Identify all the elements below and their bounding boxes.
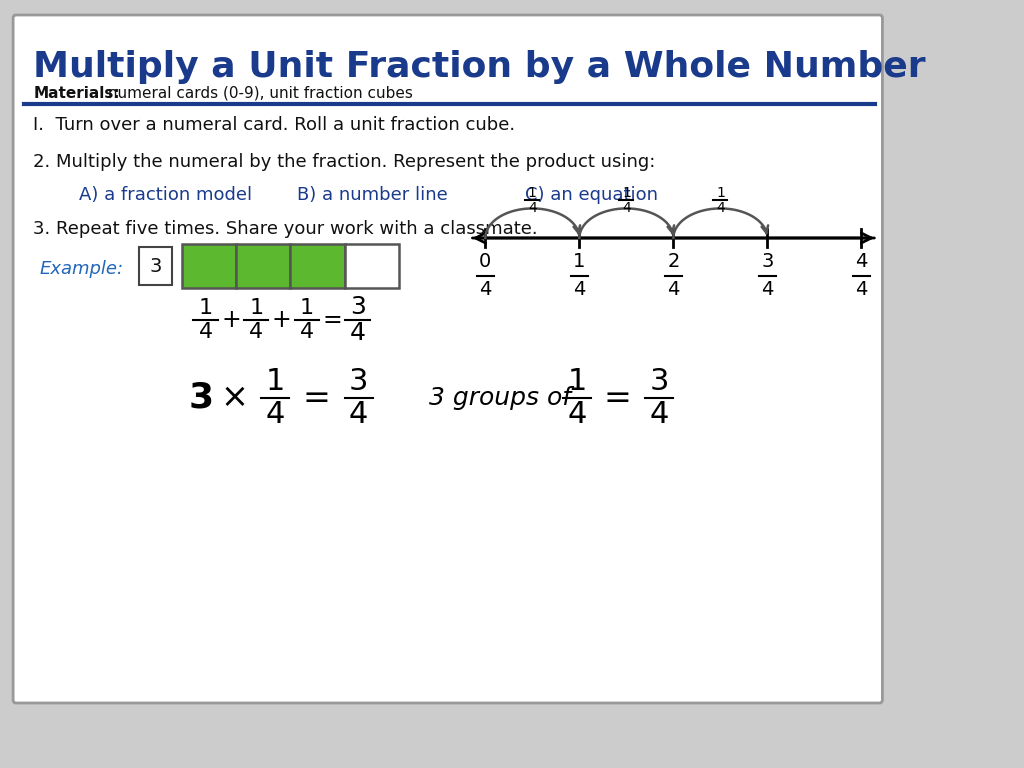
Text: 4: 4 <box>649 400 669 429</box>
Text: 4: 4 <box>573 280 586 299</box>
Text: 1: 1 <box>266 367 285 396</box>
Text: 3. Repeat five times. Share your work with a classmate.: 3. Repeat five times. Share your work wi… <box>33 220 538 238</box>
Text: 3: 3 <box>649 367 669 396</box>
Text: 4: 4 <box>266 400 285 429</box>
Text: 4: 4 <box>761 280 773 299</box>
Text: 1: 1 <box>622 186 631 200</box>
Text: numeral cards (0-9), unit fraction cubes: numeral cards (0-9), unit fraction cubes <box>103 86 413 101</box>
Text: B) a number line: B) a number line <box>297 186 449 204</box>
Text: I.  Turn over a numeral card. Roll a unit fraction cube.: I. Turn over a numeral card. Roll a unit… <box>33 116 515 134</box>
Text: 1: 1 <box>249 298 263 318</box>
Bar <box>237 244 291 288</box>
Text: 4: 4 <box>300 322 314 342</box>
Bar <box>344 244 398 288</box>
Text: 4: 4 <box>855 252 867 271</box>
Text: 4: 4 <box>528 201 537 215</box>
Text: C) an equation: C) an equation <box>524 186 657 204</box>
Text: 4: 4 <box>622 201 631 215</box>
Text: +: + <box>271 308 292 332</box>
Text: 0: 0 <box>479 252 492 271</box>
Text: =: = <box>603 382 632 415</box>
Text: 4: 4 <box>668 280 680 299</box>
Text: Materials:: Materials: <box>33 86 120 101</box>
Text: +: + <box>221 308 241 332</box>
Text: 2: 2 <box>668 252 680 271</box>
Text: 1: 1 <box>300 298 314 318</box>
Bar <box>291 244 344 288</box>
Text: 1: 1 <box>716 186 725 200</box>
Text: 1: 1 <box>573 252 586 271</box>
Text: =: = <box>323 308 342 332</box>
Text: Example:: Example: <box>39 260 124 278</box>
Text: A) a fraction model: A) a fraction model <box>79 186 252 204</box>
Text: 3: 3 <box>188 381 214 415</box>
Text: 1: 1 <box>567 367 587 396</box>
Text: 4: 4 <box>716 201 725 215</box>
Text: 3: 3 <box>349 367 369 396</box>
Text: =: = <box>303 382 331 415</box>
Text: 4: 4 <box>349 400 369 429</box>
Text: 4: 4 <box>349 322 366 346</box>
Text: 1: 1 <box>199 298 213 318</box>
Text: 3 groups of: 3 groups of <box>428 386 570 410</box>
Text: 2. Multiply the numeral by the fraction. Represent the product using:: 2. Multiply the numeral by the fraction.… <box>33 153 655 171</box>
Text: 4: 4 <box>855 280 867 299</box>
Bar <box>182 244 237 288</box>
Text: Multiply a Unit Fraction by a Whole Number: Multiply a Unit Fraction by a Whole Numb… <box>33 50 926 84</box>
Text: 4: 4 <box>249 322 263 342</box>
Text: 4: 4 <box>479 280 492 299</box>
Text: ×: × <box>220 382 249 415</box>
FancyBboxPatch shape <box>139 247 172 285</box>
FancyBboxPatch shape <box>13 15 883 703</box>
Text: 4: 4 <box>567 400 587 429</box>
Text: 3: 3 <box>350 294 366 319</box>
Text: 3: 3 <box>150 257 162 276</box>
Text: 4: 4 <box>199 322 213 342</box>
Text: 1: 1 <box>528 186 537 200</box>
Text: 3: 3 <box>761 252 773 271</box>
